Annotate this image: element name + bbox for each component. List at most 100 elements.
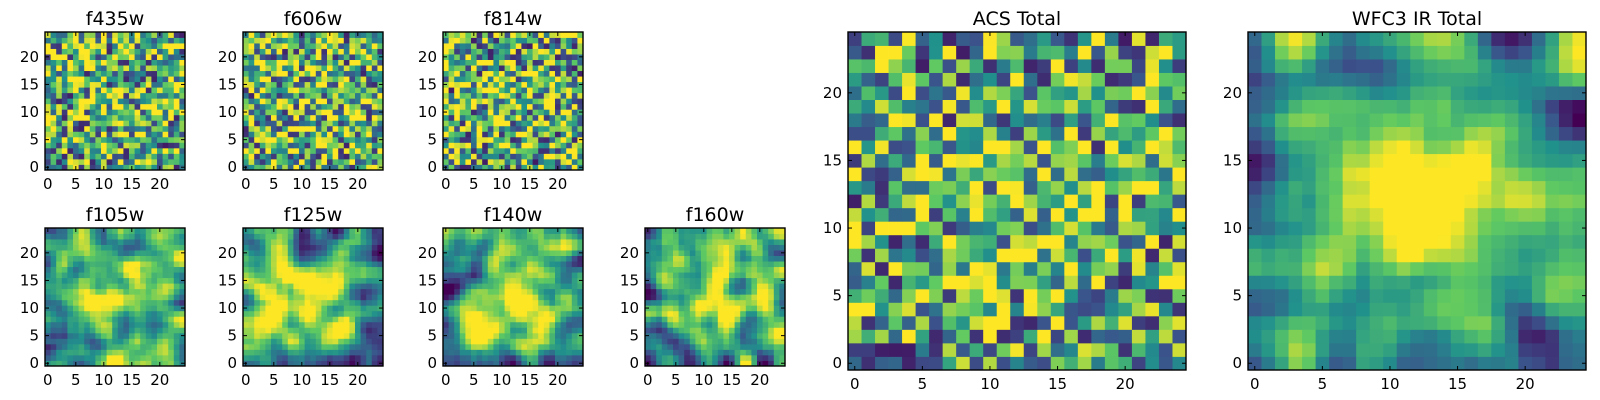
heatmap-cell bbox=[902, 315, 916, 330]
heatmap-cell bbox=[304, 272, 311, 279]
heatmap-cell bbox=[276, 316, 283, 323]
heatmap-cell bbox=[459, 360, 466, 367]
heatmap-cell bbox=[701, 244, 707, 251]
heatmap-cell bbox=[527, 65, 533, 72]
heatmap-cell bbox=[465, 81, 472, 88]
heatmap-cell bbox=[360, 59, 367, 66]
heatmap-cell bbox=[706, 354, 713, 361]
heatmap-cell bbox=[734, 299, 741, 306]
heatmap-cell bbox=[487, 360, 494, 367]
heatmap-cell bbox=[723, 343, 730, 350]
heatmap-cell bbox=[459, 338, 466, 345]
y-tick-label: 10 bbox=[418, 299, 437, 317]
heatmap-cell bbox=[254, 120, 261, 127]
heatmap-cell bbox=[956, 248, 971, 263]
heatmap-cell bbox=[265, 228, 272, 234]
heatmap-cell bbox=[667, 272, 674, 279]
heatmap-cell bbox=[465, 54, 472, 60]
heatmap-cell bbox=[293, 109, 300, 116]
heatmap-cell bbox=[162, 228, 169, 234]
heatmap-cell bbox=[684, 233, 691, 240]
heatmap-cell bbox=[678, 250, 685, 256]
heatmap-cell bbox=[566, 288, 573, 295]
heatmap-cell bbox=[555, 142, 561, 149]
heatmap-cell bbox=[454, 32, 461, 38]
heatmap-cell bbox=[95, 288, 102, 295]
heatmap-cell bbox=[448, 103, 455, 110]
heatmap-cell bbox=[527, 343, 533, 350]
heatmap-cell bbox=[355, 81, 361, 88]
heatmap-cell bbox=[527, 294, 533, 301]
heatmap-cell bbox=[304, 114, 311, 121]
heatmap-cell bbox=[515, 239, 522, 245]
heatmap-cell bbox=[371, 147, 378, 154]
heatmap-cell bbox=[265, 87, 272, 94]
heatmap-cell bbox=[151, 153, 158, 160]
panel-title: f606w bbox=[284, 8, 343, 30]
heatmap-cell bbox=[101, 103, 107, 110]
heatmap-cell bbox=[377, 32, 384, 38]
heatmap-cell bbox=[101, 98, 107, 105]
heatmap-cell bbox=[371, 250, 378, 256]
heatmap-cell bbox=[315, 164, 322, 171]
heatmap-cell bbox=[1118, 167, 1133, 182]
heatmap-cell bbox=[315, 360, 322, 367]
heatmap-cell bbox=[476, 332, 483, 339]
heatmap-cell bbox=[173, 120, 180, 127]
heatmap-cell bbox=[276, 59, 283, 66]
heatmap-cell bbox=[1077, 356, 1092, 371]
heatmap-cell bbox=[276, 327, 283, 334]
heatmap-cell bbox=[134, 81, 141, 88]
heatmap-cell bbox=[740, 294, 747, 301]
heatmap-cell bbox=[360, 299, 367, 306]
heatmap-cell bbox=[538, 305, 545, 312]
heatmap-cell bbox=[179, 125, 186, 132]
heatmap-cell bbox=[73, 114, 79, 121]
heatmap-cell bbox=[112, 92, 119, 99]
heatmap-cell bbox=[915, 329, 930, 344]
heatmap-cell bbox=[259, 338, 266, 345]
heatmap-cell bbox=[117, 332, 124, 339]
heatmap-cell bbox=[106, 272, 113, 279]
heatmap-cell bbox=[293, 76, 300, 83]
heatmap-cell bbox=[84, 266, 91, 273]
heatmap-cell bbox=[493, 92, 500, 99]
heatmap-cell bbox=[493, 266, 500, 273]
heatmap-cell bbox=[243, 343, 249, 350]
heatmap-cell bbox=[734, 305, 741, 312]
heatmap-cell bbox=[465, 327, 472, 334]
heatmap-cell bbox=[84, 354, 91, 361]
heatmap-cell bbox=[304, 98, 311, 105]
heatmap-cell bbox=[112, 272, 119, 279]
heatmap-cell bbox=[321, 142, 328, 149]
heatmap-cell bbox=[773, 250, 780, 256]
heatmap-cell bbox=[560, 360, 567, 367]
heatmap-cell bbox=[443, 244, 449, 251]
heatmap-cell bbox=[717, 228, 724, 234]
heatmap-cell bbox=[1037, 288, 1052, 303]
heatmap-cell bbox=[101, 147, 107, 154]
heatmap-cell bbox=[521, 233, 528, 240]
heatmap-cell bbox=[332, 98, 339, 105]
heatmap-cell bbox=[106, 250, 113, 256]
heatmap-cell bbox=[248, 81, 255, 88]
heatmap-cell bbox=[560, 283, 567, 290]
heatmap-cell bbox=[168, 136, 175, 143]
heatmap-cell bbox=[476, 233, 483, 240]
heatmap-cell bbox=[140, 327, 147, 334]
heatmap-cell bbox=[61, 125, 68, 132]
heatmap-cell bbox=[248, 153, 255, 160]
heatmap-cell bbox=[271, 272, 277, 279]
heatmap-cell bbox=[287, 81, 294, 88]
heatmap-cell bbox=[321, 103, 328, 110]
heatmap-cell bbox=[543, 147, 550, 154]
heatmap-cell bbox=[459, 59, 466, 66]
heatmap-cell bbox=[327, 125, 333, 132]
heatmap-cell bbox=[448, 65, 455, 72]
heatmap-cell bbox=[482, 316, 489, 323]
heatmap-cell bbox=[377, 98, 384, 105]
heatmap-cell bbox=[259, 43, 266, 49]
heatmap-cell bbox=[656, 288, 663, 295]
heatmap-cell bbox=[151, 305, 158, 312]
heatmap-cell bbox=[1158, 315, 1173, 330]
